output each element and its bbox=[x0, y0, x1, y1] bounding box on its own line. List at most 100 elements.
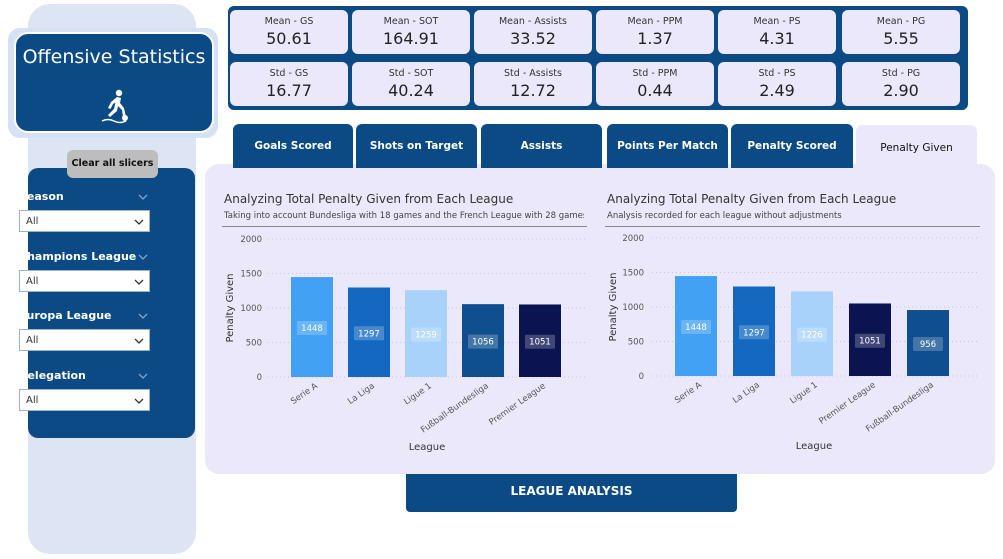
kpi-card: Mean - PG 5.55 bbox=[842, 10, 960, 54]
bar[interactable] bbox=[462, 304, 504, 377]
chevron-down-icon[interactable] bbox=[138, 192, 148, 202]
kpi-value: 12.72 bbox=[510, 81, 556, 100]
kpi-card: Std - GS 16.77 bbox=[230, 62, 348, 106]
kpi-value: 50.61 bbox=[266, 29, 312, 48]
data-label: 1056 bbox=[472, 338, 494, 348]
y-tick-label: 0 bbox=[639, 372, 644, 382]
kpi-value: 164.91 bbox=[383, 29, 439, 48]
kpi-card: Std - PG 2.90 bbox=[842, 62, 960, 106]
slicer-europa-league: Europa League All bbox=[19, 309, 150, 351]
chevron-down-icon[interactable] bbox=[138, 252, 148, 262]
x-axis-label: League bbox=[409, 442, 446, 453]
tab-points-per-match[interactable]: Points Per Match bbox=[607, 124, 728, 168]
slicer-label: Champions League bbox=[19, 250, 150, 264]
league-analysis-button[interactable]: LEAGUE ANALYSIS bbox=[406, 474, 737, 512]
chart1-title: Analyzing Total Penalty Given from Each … bbox=[224, 192, 514, 206]
y-axis-label: Penalty Given bbox=[225, 273, 236, 342]
bar[interactable] bbox=[849, 303, 891, 376]
y-tick-label: 1000 bbox=[240, 304, 262, 314]
clear-slicers-button[interactable]: Clear all slicers bbox=[67, 150, 158, 178]
tab-goals-scored[interactable]: Goals Scored bbox=[233, 124, 353, 168]
data-label: 1051 bbox=[529, 338, 551, 348]
champions-league-dropdown[interactable]: All bbox=[19, 270, 150, 292]
kpi-value: 4.31 bbox=[759, 29, 795, 48]
tab-shots-on-target[interactable]: Shots on Target bbox=[356, 124, 477, 168]
kpi-value: 2.90 bbox=[883, 81, 919, 100]
kpi-card: Mean - SOT 164.91 bbox=[352, 10, 470, 54]
chevron-down-icon bbox=[134, 398, 144, 404]
kpi-value: 1.37 bbox=[637, 29, 673, 48]
title-card: Offensive Statistics bbox=[14, 32, 214, 133]
bar[interactable] bbox=[291, 277, 333, 377]
chevron-down-icon bbox=[134, 279, 144, 285]
kpi-label: Mean - Assists bbox=[498, 16, 567, 27]
kpi-card: Std - Assists 12.72 bbox=[474, 62, 592, 106]
kpi-label: Std - Assists bbox=[504, 68, 562, 79]
europa-league-dropdown[interactable]: All bbox=[19, 329, 150, 351]
bar[interactable] bbox=[675, 276, 717, 376]
data-label-bg bbox=[797, 327, 827, 342]
data-label: 1297 bbox=[743, 328, 765, 338]
data-label-bg bbox=[855, 333, 885, 348]
kpi-value: 40.24 bbox=[388, 81, 434, 100]
data-label-bg bbox=[411, 327, 441, 342]
y-tick-label: 2000 bbox=[240, 235, 262, 245]
kpi-card: Mean - PPM 1.37 bbox=[596, 10, 714, 54]
kpi-value: 16.77 bbox=[266, 81, 312, 100]
chevron-down-icon[interactable] bbox=[138, 311, 148, 321]
data-label-bg bbox=[525, 334, 555, 349]
y-tick-label: 1000 bbox=[622, 303, 644, 313]
chevron-down-icon bbox=[134, 338, 144, 344]
data-label-bg bbox=[739, 325, 769, 340]
bar[interactable] bbox=[519, 304, 561, 377]
x-tick-label: Ligue 1 bbox=[402, 381, 433, 407]
bar[interactable] bbox=[791, 291, 833, 376]
data-label: 1448 bbox=[301, 324, 323, 334]
data-label: 1051 bbox=[859, 337, 881, 347]
chevron-down-icon bbox=[134, 219, 144, 225]
kpi-value: 33.52 bbox=[510, 29, 556, 48]
kpi-label: Std - PG bbox=[881, 68, 921, 79]
y-tick-label: 1500 bbox=[622, 269, 644, 279]
slicer-label: Europa League bbox=[19, 309, 150, 323]
y-tick-label: 500 bbox=[628, 338, 644, 348]
kpi-label: Mean - GS bbox=[264, 16, 314, 27]
tab-assists[interactable]: Assists bbox=[481, 124, 602, 168]
x-tick-label: Serie A bbox=[673, 380, 704, 406]
y-tick-label: 0 bbox=[257, 373, 262, 383]
data-label: 1297 bbox=[358, 329, 380, 339]
chart1-divider bbox=[222, 226, 587, 227]
bar[interactable] bbox=[405, 290, 447, 377]
chevron-down-icon[interactable] bbox=[138, 371, 148, 381]
data-label: 956 bbox=[920, 340, 936, 350]
y-tick-label: 2000 bbox=[622, 234, 644, 244]
data-label: 1259 bbox=[415, 331, 437, 341]
relegation-dropdown[interactable]: All bbox=[19, 389, 150, 411]
tab-penalty-given[interactable]: Penalty Given bbox=[856, 125, 977, 171]
slicer-label: Relegation bbox=[19, 369, 150, 383]
kpi-card: Std - SOT 40.24 bbox=[352, 62, 470, 106]
kpi-label: Mean - SOT bbox=[383, 16, 439, 27]
soccer-player-icon bbox=[101, 89, 128, 124]
season-dropdown[interactable]: All bbox=[19, 210, 150, 232]
kpi-card: Std - PPM 0.44 bbox=[596, 62, 714, 106]
x-axis-label: League bbox=[796, 441, 833, 452]
y-axis-label: Penalty Given bbox=[608, 272, 619, 341]
slicer-label: Season bbox=[19, 190, 150, 204]
bar[interactable] bbox=[348, 287, 390, 377]
penalty-given-chart-1: 0 500 1000 1500 2000 Penalty Given 1448 Serie A… bbox=[225, 235, 585, 453]
bar[interactable] bbox=[907, 310, 949, 376]
tab-penalty-scored[interactable]: Penalty Scored bbox=[731, 124, 853, 168]
x-tick-label: La Liga bbox=[346, 381, 377, 407]
y-tick-label: 1500 bbox=[240, 270, 262, 280]
kpi-card: Mean - Assists 33.52 bbox=[474, 10, 592, 54]
x-tick-label: Ligue 1 bbox=[788, 380, 819, 406]
page-title: Offensive Statistics bbox=[22, 46, 206, 68]
bar[interactable] bbox=[733, 286, 775, 376]
x-tick-label: La Liga bbox=[731, 380, 762, 406]
kpi-card: Std - PS 2.49 bbox=[718, 62, 836, 106]
chart2-title: Analyzing Total Penalty Given from Each … bbox=[607, 192, 897, 206]
data-label: 1448 bbox=[685, 323, 707, 333]
kpi-label: Std - PS bbox=[758, 68, 796, 79]
